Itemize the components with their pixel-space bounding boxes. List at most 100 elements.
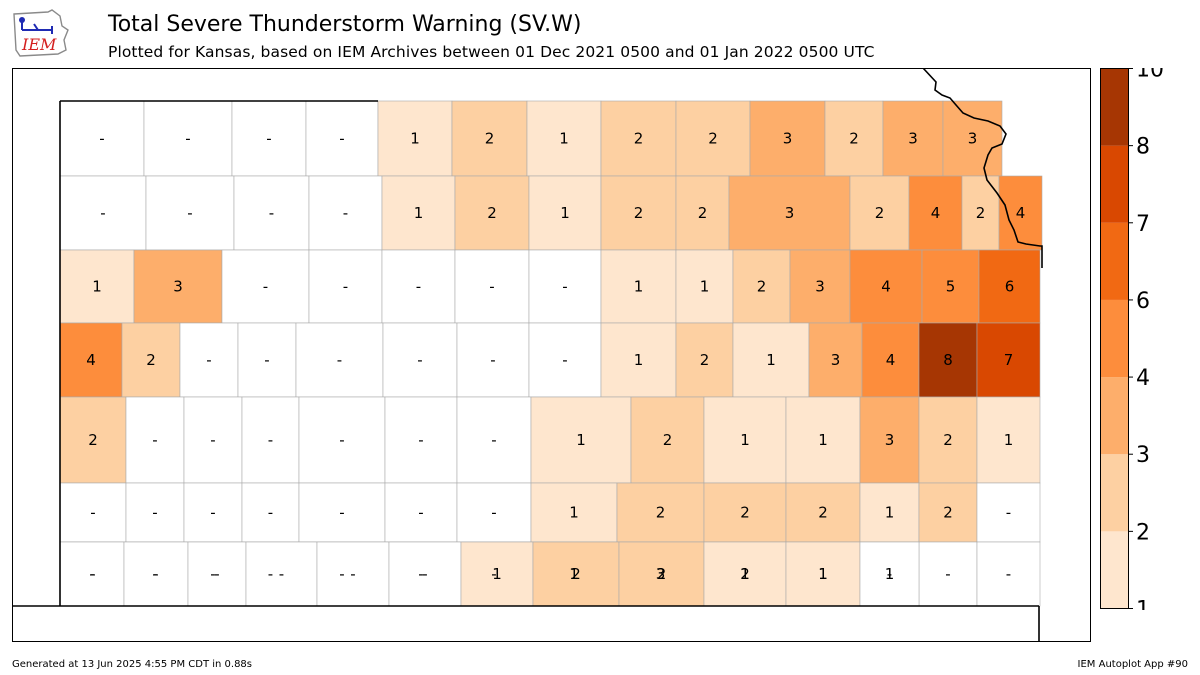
colorbar-bin — [1100, 377, 1129, 455]
county-value-label: - — [268, 565, 273, 583]
colorbar-bin — [1100, 222, 1129, 300]
county-polygon — [976, 396, 1041, 484]
county-value-label: - — [339, 431, 344, 449]
county-value-label: 4 — [931, 204, 941, 222]
county-value-label: - — [887, 565, 892, 583]
colorbar-tick-label: 7 — [1136, 212, 1150, 237]
county-value-label: - — [491, 431, 496, 449]
county-polygon — [785, 482, 861, 543]
county-polygon — [882, 100, 944, 177]
county-value-label: 3 — [968, 130, 978, 148]
county-value-label: 1 — [92, 278, 102, 296]
county-value-label: 2 — [943, 504, 953, 522]
county-polygon — [377, 100, 453, 177]
county-polygon — [221, 249, 310, 324]
county-polygon — [824, 100, 884, 177]
county-value-label: - — [489, 278, 494, 296]
county-value-label: - — [491, 504, 496, 522]
county-polygon — [703, 541, 787, 607]
county-value-label: - — [1006, 565, 1011, 583]
county-value-label: 2 — [976, 204, 986, 222]
county-polygon — [675, 322, 734, 398]
county-value-label: 3 — [173, 278, 183, 296]
county-polygon — [59, 396, 127, 484]
county-value-label: 1 — [818, 565, 828, 583]
county-value-label: 2 — [740, 565, 750, 583]
county-value-label: 2 — [818, 504, 828, 522]
colorbar-bin — [1100, 145, 1129, 223]
county-polygon — [921, 249, 980, 324]
colorbar: 1 2 3 4 6 7 8 10 — [1100, 68, 1164, 611]
county-value-label: 4 — [881, 278, 891, 296]
county-value-label: - — [214, 565, 219, 583]
county-value-label: 3 — [885, 431, 895, 449]
county-value-label: 1 — [740, 565, 750, 583]
county-polygon — [808, 322, 863, 398]
county-value-label: 2 — [571, 565, 581, 583]
county-polygon — [528, 322, 602, 398]
colorbar-bin — [1100, 299, 1129, 378]
county-polygon — [59, 175, 147, 251]
colorbar-bin — [1100, 68, 1129, 146]
county-polygon — [456, 396, 532, 484]
county-value-label: 1 — [569, 504, 579, 522]
county-value-label: 7 — [1004, 351, 1014, 369]
county-value-label: - — [343, 204, 348, 222]
county-value-label: - — [339, 565, 344, 583]
county-labels: - - - -1 2 1 2 2 3 2 3 3- - - -1 2 1 2 2 3 2 4 2 41 3- - - - -1 1 2 3 4 5… — [86, 130, 1025, 584]
county-value-label: 1 — [766, 351, 776, 369]
county-value-label: 1 — [414, 204, 424, 222]
county-polygon — [145, 175, 235, 251]
county-layer — [59, 100, 1043, 607]
county-value-label: - — [152, 565, 157, 583]
county-value-label: 3 — [908, 130, 918, 148]
county-polygon — [526, 100, 602, 177]
county-polygon — [59, 541, 125, 607]
county-value-label: - — [264, 351, 269, 369]
county-value-label: - — [268, 431, 273, 449]
county-polygon — [59, 322, 123, 398]
county-value-label: - — [418, 565, 423, 583]
county-value-label: 2 — [146, 351, 156, 369]
county-polygon — [454, 175, 530, 251]
county-polygon — [998, 175, 1043, 251]
county-polygon — [125, 482, 185, 543]
county-polygon — [59, 249, 135, 324]
county-polygon — [59, 482, 127, 543]
county-value-label: 2 — [634, 130, 644, 148]
county-value-label: - — [90, 565, 95, 583]
county-value-label: - — [945, 565, 950, 583]
county-polygon — [143, 100, 233, 177]
county-value-label: 2 — [656, 504, 666, 522]
county-polygon — [528, 249, 602, 324]
county-polygon — [976, 322, 1041, 398]
county-polygon — [451, 100, 528, 177]
county-value-label: 4 — [886, 351, 896, 369]
county-polygon — [675, 100, 751, 177]
county-polygon — [849, 249, 923, 324]
county-value-label: 8 — [943, 351, 953, 369]
colorbar-tick-label: 8 — [1136, 135, 1150, 160]
county-polygon — [298, 482, 386, 543]
county-polygon — [183, 396, 243, 484]
county-value-label: - — [339, 130, 344, 148]
county-polygon — [456, 322, 530, 398]
county-value-label: - — [491, 565, 496, 583]
county-value-label: 1 — [560, 204, 570, 222]
county-value-label: - — [1006, 504, 1011, 522]
county-polygon — [187, 541, 247, 607]
county-value-label: 2 — [657, 565, 667, 583]
colorbar-bin — [1100, 531, 1129, 609]
generated-note: Generated at 13 Jun 2025 4:55 PM CDT in … — [12, 659, 253, 670]
county-value-label: 4 — [1016, 204, 1026, 222]
colorbar-bins — [1100, 68, 1129, 609]
county-value-label: 1 — [634, 351, 644, 369]
county-value-label: 6 — [1005, 278, 1015, 296]
county-polygon — [233, 175, 310, 251]
colorbar-tick-label: 1 — [1136, 598, 1150, 611]
colorbar-frame — [1100, 68, 1129, 609]
county-value-label: - — [187, 204, 192, 222]
county-polygon — [530, 482, 618, 543]
county-value-label: 3 — [815, 278, 825, 296]
county-value-label: 3 — [783, 130, 793, 148]
